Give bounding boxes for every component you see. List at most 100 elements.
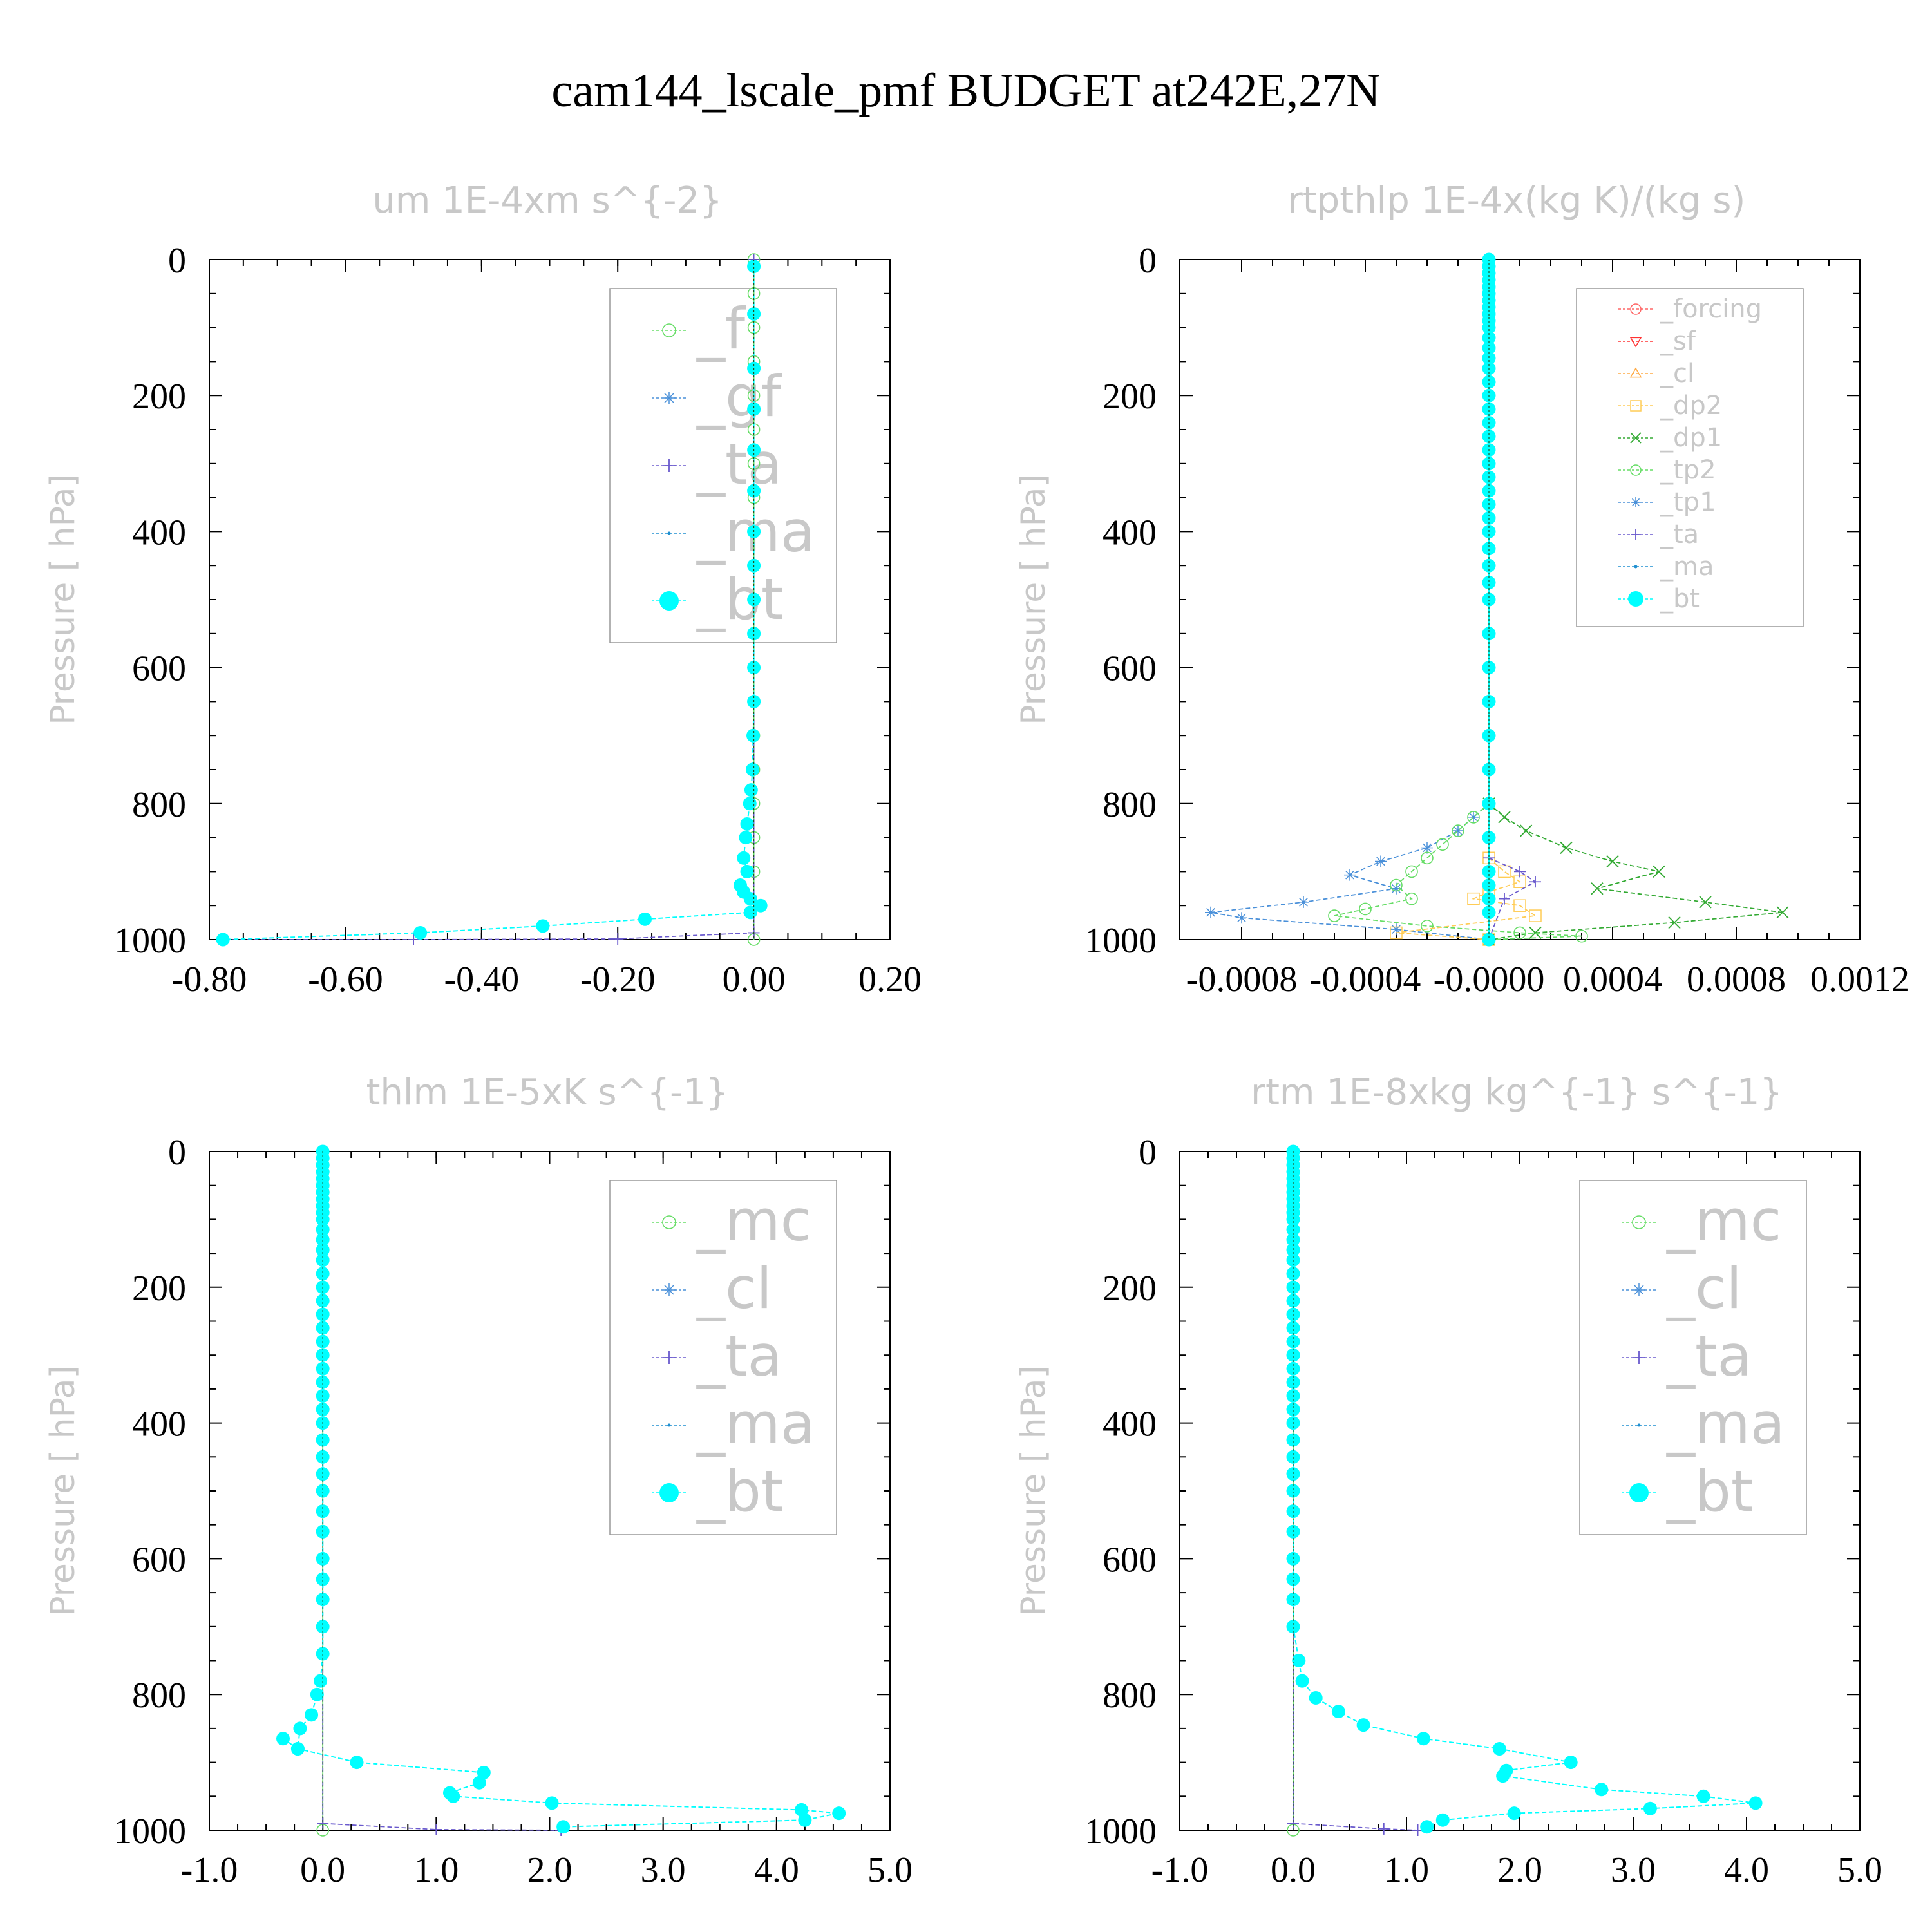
y-tick-label: 0	[1139, 241, 1157, 281]
data-point-bt	[316, 1620, 330, 1634]
x-tick-label: 5.0	[1837, 1850, 1882, 1890]
data-point-bt	[1482, 905, 1496, 920]
legend-marker	[659, 1483, 679, 1502]
data-point-bt	[1482, 661, 1496, 675]
data-point-bt	[316, 1212, 330, 1226]
legend-box	[1576, 288, 1804, 627]
data-point-dp2	[1467, 892, 1480, 905]
x-tick-label: 1.0	[413, 1850, 459, 1890]
data-point-bt	[316, 1267, 330, 1281]
data-point-bt	[305, 1708, 319, 1722]
data-point-bt	[1482, 797, 1496, 811]
legend-label: _bt	[1666, 1458, 1753, 1524]
data-point-bt	[1696, 1789, 1710, 1803]
y-tick-label: 1000	[1084, 921, 1157, 961]
data-point-bt	[1748, 1796, 1763, 1810]
series-line-ta	[1488, 857, 1537, 940]
data-point-bt	[1564, 1756, 1578, 1770]
data-point-dp2	[1390, 926, 1403, 940]
data-point-tp2	[1390, 878, 1403, 892]
legend-marker	[667, 1423, 671, 1427]
data-point-bt	[314, 1674, 328, 1688]
data-point-dp1	[1668, 916, 1681, 929]
series-line-dp1	[1488, 803, 1783, 940]
y-tick-label: 600	[1103, 1540, 1157, 1580]
data-point-tp2	[1405, 892, 1418, 905]
data-point-bt	[1482, 430, 1496, 444]
data-point-bt	[739, 831, 753, 845]
legend-label: _dp1	[1660, 423, 1722, 453]
data-point-bt	[743, 905, 757, 920]
panel-thlm: thlm 1E-5xK s^{-1} 0 200 400 600 800 1000-1.0 0…	[44, 1072, 913, 1890]
x-tick-label: -0.0004	[1310, 960, 1421, 999]
series-line-tp2	[1334, 803, 1582, 940]
x-tick-label: 0.0	[1271, 1850, 1316, 1890]
data-point-bt	[1286, 1484, 1300, 1498]
x-tick-label: 4.0	[1724, 1850, 1769, 1890]
data-point-dp1	[1591, 882, 1604, 895]
y-tick-label: 200	[132, 377, 186, 417]
legend-marker	[1629, 337, 1642, 348]
legend-marker	[1628, 591, 1643, 607]
data-point-dp1	[1498, 811, 1511, 824]
legend-marker	[1630, 303, 1642, 315]
legend-label: _bt	[696, 1458, 783, 1524]
legend-label: _tp2	[1660, 455, 1716, 485]
data-point-bt	[556, 1820, 571, 1834]
data-point-bt	[316, 1433, 330, 1447]
data-point-tp1	[1390, 923, 1402, 936]
data-point-tp1	[1236, 912, 1247, 924]
data-point-bt	[1482, 878, 1496, 893]
x-tick-label: -0.0008	[1186, 960, 1298, 999]
data-point-bt	[1507, 1806, 1521, 1821]
legend-marker	[1631, 529, 1641, 540]
data-point-dp1	[1560, 841, 1573, 855]
x-tick-label: 0.0004	[1563, 960, 1662, 999]
x-tick-label: 1.0	[1384, 1850, 1429, 1890]
data-point-bt	[1482, 484, 1496, 498]
data-point-bt	[1292, 1654, 1306, 1667]
legend-marker	[662, 323, 676, 337]
data-point-bt	[1295, 1674, 1309, 1688]
legend-marker	[1632, 1215, 1646, 1229]
data-point-bt	[747, 627, 761, 641]
data-point-tp2	[1328, 909, 1341, 922]
panel-um: um 1E-4xm s^{-2} 0 200 400 600 800 1000-0.80 -0…	[44, 180, 922, 999]
data-point-bt	[1286, 1620, 1300, 1634]
data-point-bt	[316, 1375, 330, 1389]
legend-marker	[1630, 432, 1642, 444]
legend-label: _dp2	[1660, 391, 1722, 421]
legend-label: _ta	[1666, 1323, 1752, 1389]
data-point-tp2	[1575, 929, 1588, 943]
data-point-bt	[747, 484, 761, 498]
panel-rtm: rtm 1E-8xkg kg^{-1} s^{-1} 0 200 400 600 800 1…	[1014, 1072, 1882, 1890]
data-point-bt	[290, 1742, 305, 1756]
legend-label: _ma	[1666, 1390, 1785, 1457]
data-point-bt	[1356, 1718, 1370, 1732]
data-point-bt	[747, 661, 761, 675]
x-tick-label: 3.0	[641, 1850, 686, 1890]
x-tick-label: -1.0	[181, 1850, 238, 1890]
data-point-tp1	[1421, 842, 1433, 854]
data-point-bt	[413, 925, 428, 940]
data-point-bt	[753, 898, 768, 913]
legend-label: _bt	[696, 566, 783, 632]
x-tick-label: 0.0012	[1810, 960, 1909, 999]
data-point-bt	[1286, 1593, 1300, 1607]
legend-marker	[663, 459, 676, 472]
data-point-ta	[317, 1817, 329, 1830]
legend-label: _ta	[696, 431, 782, 497]
y-tick-label: 600	[132, 649, 186, 689]
data-point-bt	[316, 1403, 330, 1417]
data-point-bt	[1416, 1732, 1430, 1746]
y-axis-label: Pressure [ hPa]	[1014, 474, 1053, 725]
data-point-bt	[1482, 321, 1496, 335]
y-tick-label: 1000	[1084, 1812, 1157, 1852]
data-point-bt	[795, 1803, 809, 1817]
data-point-ta	[408, 934, 420, 945]
legend-label: _cl	[1660, 359, 1694, 388]
data-point-ta	[1378, 1823, 1390, 1835]
legend-label: _ta	[1660, 520, 1699, 549]
data-point-tp1	[1205, 906, 1217, 918]
data-point-bt	[1286, 1321, 1300, 1335]
